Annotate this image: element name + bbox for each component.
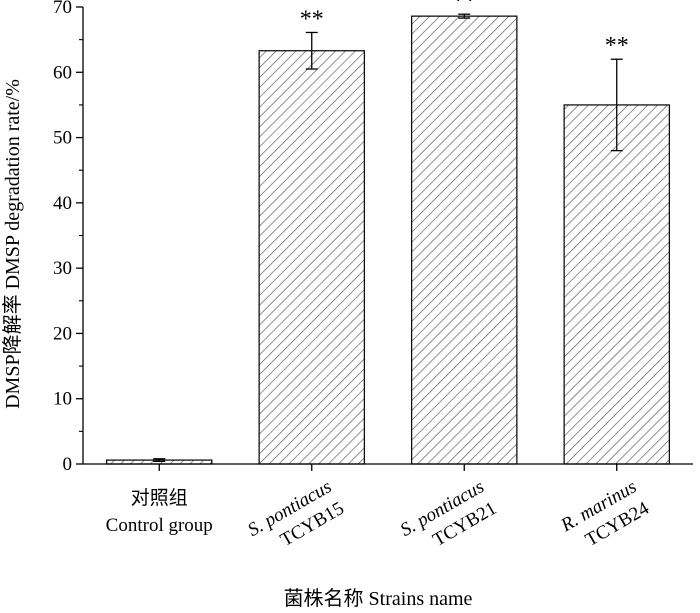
error-bar-2 [458,13,471,19]
significance-label-3: ** [605,33,629,59]
error-bar-0 [153,458,166,463]
x-axis-title: 菌株名称 Strains name [284,587,473,610]
significance-label-1: ** [300,6,324,32]
y-tick-label: 70 [53,0,72,18]
x-category-line: 对照组 [131,487,188,509]
y-tick-label: 10 [53,389,72,410]
error-bar-3 [610,58,623,152]
error-bar-1 [305,31,318,70]
x-category-label-0: 对照组 Control group [106,487,213,536]
y-tick-label: 60 [53,62,72,83]
bar-3 [563,104,670,465]
y-tick-label: 0 [63,454,73,475]
y-tick-label: 50 [53,128,72,149]
x-category-line: Control group [106,515,213,536]
bar-1 [258,50,365,465]
bars-layer [106,13,670,465]
y-tick-label: 30 [53,258,72,279]
significance-label-2: ** [452,0,476,14]
axes-layer [76,6,693,471]
y-axis-title: DMSP降解率 DMSP degradation rate/% [1,79,24,409]
y-tick-label: 40 [53,193,72,214]
y-tick-label: 20 [53,323,72,344]
bar-2 [411,15,518,465]
